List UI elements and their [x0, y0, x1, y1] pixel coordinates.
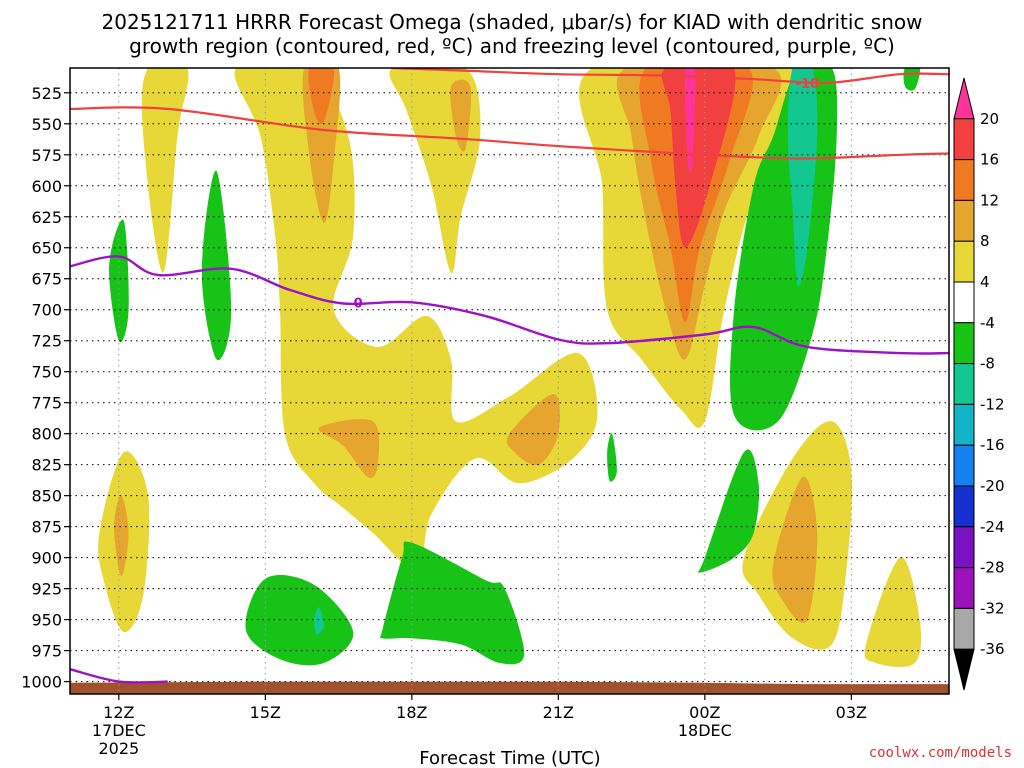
y-tick-label-775: 775	[31, 394, 62, 413]
colorbar-swatch-3	[953, 199, 975, 242]
y-tick-label-950: 950	[31, 611, 62, 630]
colorbar-swatch-12	[953, 567, 975, 609]
dgz-contour-upper	[70, 106, 949, 160]
omega-region-17	[864, 557, 922, 668]
omega-negative-region-7	[245, 575, 354, 666]
colorbar-swatch-2	[953, 159, 975, 201]
omega-region-11	[506, 394, 561, 466]
colorbar-label-1: 16	[980, 151, 999, 169]
terrain-band	[70, 681, 949, 694]
colorbar-label-13: -36	[980, 640, 1005, 658]
colorbar-swatch-9	[953, 444, 975, 487]
y-tick-label-850: 850	[31, 487, 62, 506]
y-tick-label-650: 650	[31, 239, 62, 258]
omega-region-7	[684, 68, 696, 173]
y-tick-label-800: 800	[31, 425, 62, 444]
omega-negative-region-5	[607, 433, 617, 482]
omega-negative-region-9	[314, 607, 324, 635]
omega-region-8	[302, 68, 341, 224]
colorbar-swatch-8	[953, 403, 975, 446]
omega-region-12	[450, 79, 472, 152]
omega-negative-region-6	[697, 449, 760, 574]
colorbar-swatch-7	[953, 363, 975, 405]
colorbar-label-5: -4	[980, 314, 995, 332]
colorbar-swatch-10	[953, 485, 975, 528]
omega-region-10	[318, 419, 380, 478]
y-tick-label-700: 700	[31, 301, 62, 320]
omega-region-16	[772, 476, 818, 623]
colorbar-label-10: -24	[980, 518, 1005, 536]
y-tick-label-675: 675	[31, 270, 62, 289]
colorbar-swatch-6	[953, 322, 975, 365]
omega-region-14	[114, 495, 129, 577]
y-tick-label-875: 875	[31, 518, 62, 537]
x-tick-label-21-0: 21Z	[543, 703, 574, 722]
dgz-contour-lower	[392, 68, 949, 85]
x-tick-label-24-1: 18DEC	[678, 721, 732, 740]
colorbar-label-4: 4	[980, 273, 990, 291]
freezing-contour-label: 0	[354, 296, 363, 311]
plot-frame	[69, 67, 950, 695]
colorbar-label-3: 8	[980, 232, 990, 250]
x-axis-title: Forecast Time (UTC)	[419, 748, 600, 768]
colorbar-label-0: 20	[980, 110, 999, 128]
omega-region-6	[661, 68, 736, 248]
y-tick-label-550: 550	[31, 115, 62, 134]
x-tick-label-24-0: 00Z	[689, 703, 720, 722]
y-tick-label-575: 575	[31, 146, 62, 165]
x-tick-label-15-0: 15Z	[250, 703, 281, 722]
chart-title-line-2: growth region (contoured, red, ºC) and f…	[129, 34, 895, 58]
y-tick-label-600: 600	[31, 177, 62, 196]
omega-region-0	[141, 68, 189, 273]
colorbar-legend: 20 16 12 8 4 -4 -8 -12 -16 -20 -24 -28 -32 -36	[953, 77, 1005, 691]
x-tick-label-12-0: 12Z	[103, 703, 134, 722]
freezing-level-contour	[70, 255, 949, 355]
y-tick-label-925: 925	[31, 580, 62, 599]
colorbar-label-6: -8	[980, 355, 995, 373]
colorbar-swatch-5	[953, 281, 975, 324]
colorbar-swatch-4	[953, 240, 975, 283]
colorbar-swatch-14	[953, 648, 975, 691]
y-tick-label-750: 750	[31, 363, 62, 382]
y-tick-label-525: 525	[31, 84, 62, 103]
x-tick-label-18-0: 18Z	[396, 703, 427, 722]
omega-negative-region-0	[109, 219, 129, 343]
credit-text[interactable]: coolwx.com/models	[869, 745, 1012, 761]
y-tick-label-900: 900	[31, 549, 62, 568]
colorbar-swatch-11	[953, 526, 975, 569]
colorbar-swatch-13	[953, 607, 975, 650]
pressure-axis: 525 550 575 600 625 650 675 700 725 750 775 800 825 8…	[21, 84, 70, 692]
y-tick-label-725: 725	[31, 332, 62, 351]
chart-title-line-1: 2025121711 HRRR Forecast Omega (shaded, …	[102, 10, 923, 34]
colorbar-label-9: -20	[980, 477, 1005, 495]
y-tick-label-1000: 1000	[21, 673, 62, 692]
omega-negative-region-1	[201, 170, 232, 361]
colorbar-label-8: -16	[980, 436, 1005, 454]
x-tick-label-12-1: 17DEC	[92, 721, 146, 740]
colorbar-label-12: -32	[980, 599, 1005, 617]
y-tick-label-625: 625	[31, 208, 62, 227]
dgz-contour-label: -18	[796, 77, 820, 92]
x-tick-label-27-0: 03Z	[836, 703, 867, 722]
colorbar-label-11: -28	[980, 559, 1005, 577]
omega-negative-region-8	[379, 541, 525, 665]
x-tick-label-12-2: 2025	[98, 739, 139, 758]
y-tick-label-825: 825	[31, 456, 62, 475]
omega-region-9	[308, 68, 335, 125]
colorbar-label-7: -12	[980, 395, 1005, 413]
omega-negative-region-3	[787, 68, 818, 287]
y-tick-label-975: 975	[31, 642, 62, 661]
colorbar-swatch-0	[953, 77, 975, 120]
colorbar-label-2: 12	[980, 191, 999, 209]
freezing-level-surface-contour	[70, 668, 168, 684]
colorbar-swatch-1	[953, 118, 975, 161]
